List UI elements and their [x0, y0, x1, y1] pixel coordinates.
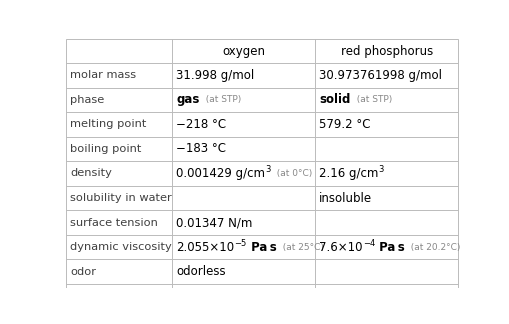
Text: solubility in water: solubility in water: [70, 193, 172, 203]
Text: molar mass: molar mass: [70, 70, 136, 80]
Text: (at 25°C): (at 25°C): [276, 243, 323, 252]
Text: 579.2 °C: 579.2 °C: [319, 118, 370, 131]
Text: −4: −4: [362, 239, 374, 248]
Text: 2.16 g/cm: 2.16 g/cm: [319, 167, 378, 180]
Text: (at 0°C): (at 0°C): [270, 169, 312, 178]
Text: 0.001429 g/cm: 0.001429 g/cm: [176, 167, 265, 180]
Text: 3: 3: [378, 166, 383, 174]
Text: −218 °C: −218 °C: [176, 118, 226, 131]
Text: odor: odor: [70, 267, 96, 277]
Text: (at STP): (at STP): [350, 95, 391, 104]
Text: gas: gas: [176, 93, 200, 106]
Text: −5: −5: [234, 239, 246, 248]
Text: 0.01347 N/m: 0.01347 N/m: [176, 216, 252, 229]
Text: odorless: odorless: [176, 265, 225, 278]
Text: 30.973761998 g/mol: 30.973761998 g/mol: [319, 69, 441, 82]
Text: insoluble: insoluble: [319, 191, 372, 204]
Text: red phosphorus: red phosphorus: [340, 45, 432, 58]
Text: Pa s: Pa s: [246, 241, 276, 254]
Text: surface tension: surface tension: [70, 217, 158, 227]
Text: boiling point: boiling point: [70, 144, 142, 154]
Text: 3: 3: [265, 166, 270, 174]
Text: oxygen: oxygen: [222, 45, 265, 58]
Text: Pa s: Pa s: [374, 241, 404, 254]
Text: 2.055×10: 2.055×10: [176, 241, 234, 254]
Text: (at 20.2°C): (at 20.2°C): [404, 243, 459, 252]
Text: (at STP): (at STP): [200, 95, 241, 104]
Text: 7.6×10: 7.6×10: [319, 241, 362, 254]
Text: 31.998 g/mol: 31.998 g/mol: [176, 69, 254, 82]
Text: density: density: [70, 168, 112, 179]
Text: dynamic viscosity: dynamic viscosity: [70, 242, 172, 252]
Text: phase: phase: [70, 95, 104, 105]
Text: solid: solid: [319, 93, 350, 106]
Text: −183 °C: −183 °C: [176, 143, 226, 156]
Text: melting point: melting point: [70, 119, 147, 129]
